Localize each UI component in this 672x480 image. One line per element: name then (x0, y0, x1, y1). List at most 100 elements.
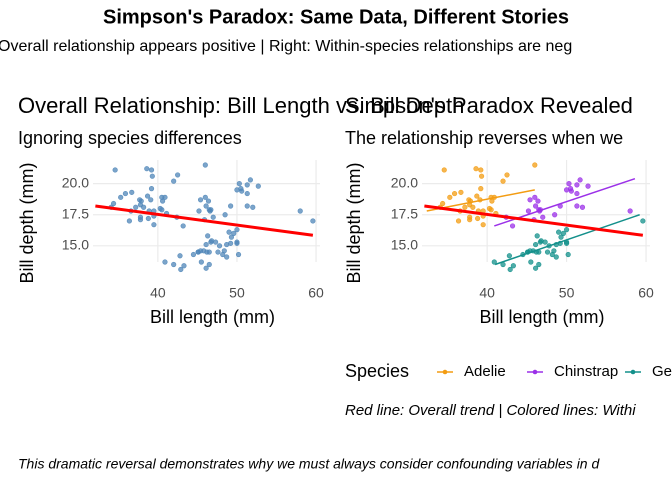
point (239, 188, 245, 194)
point (122, 190, 129, 197)
point (145, 215, 151, 222)
point (507, 266, 513, 273)
x-tick-label: 40 (150, 285, 166, 301)
panel-title: Overall Relationship: Bill Length vs. Bi… (18, 93, 464, 118)
point (527, 197, 533, 203)
point (197, 197, 204, 203)
page-subtitle: Overall relationship appears positive | … (0, 38, 572, 55)
y-tick-label: 15.0 (391, 237, 418, 253)
point (535, 198, 541, 204)
point (640, 218, 646, 224)
point (222, 212, 228, 218)
point (552, 212, 558, 218)
panel-title: Simpson's Paradox Revealed (345, 93, 633, 118)
point (203, 265, 209, 271)
point (162, 194, 168, 200)
trend-line (95, 204, 314, 237)
point (133, 204, 139, 210)
point (224, 254, 230, 260)
point (151, 222, 157, 228)
point (177, 253, 183, 259)
point (255, 183, 261, 189)
point (118, 194, 124, 200)
y-tick-label: 15.0 (62, 237, 89, 253)
panel-caption: Red line: Overall trend | Colored lines:… (345, 402, 636, 419)
point (533, 265, 539, 271)
x-tick-label: 60 (638, 285, 654, 301)
point (568, 188, 574, 194)
point (202, 162, 208, 168)
point (206, 261, 212, 268)
point (478, 186, 484, 192)
point (532, 194, 538, 200)
point (556, 229, 562, 235)
point (549, 251, 555, 258)
point (203, 241, 209, 248)
point (470, 204, 476, 210)
point (180, 223, 186, 229)
legend-label: Gentoo (652, 363, 672, 380)
point (208, 207, 214, 213)
point (553, 254, 559, 260)
point (542, 239, 548, 245)
point (473, 166, 479, 172)
point (467, 214, 473, 220)
point (500, 178, 506, 184)
point (247, 177, 253, 183)
point (455, 218, 462, 224)
point (196, 208, 202, 214)
point (224, 241, 230, 248)
point (138, 198, 144, 204)
trend-line (494, 214, 640, 266)
point (532, 162, 538, 168)
point (441, 167, 447, 173)
point (144, 166, 150, 172)
point (560, 230, 567, 236)
point (205, 198, 212, 204)
point (205, 233, 211, 239)
point (566, 181, 572, 187)
point (506, 253, 512, 259)
point (162, 259, 168, 265)
point (235, 251, 242, 258)
point (195, 249, 201, 255)
y-tick-label: 20.0 (62, 174, 89, 190)
point (627, 208, 633, 214)
point (141, 204, 147, 210)
point (137, 214, 144, 220)
point (144, 193, 151, 199)
y-axis-title: Bill depth (mm) (344, 162, 364, 283)
point (488, 207, 494, 213)
point (171, 178, 177, 184)
point (190, 251, 197, 258)
legend-key (630, 369, 636, 375)
point (226, 229, 232, 235)
y-tick-label: 17.5 (391, 205, 418, 221)
legend-key (532, 369, 538, 375)
point (228, 203, 234, 209)
legend-label: Chinstrap (554, 363, 618, 380)
panel-subtitle: Ignoring species differences (18, 128, 242, 148)
point (202, 194, 208, 200)
point (148, 186, 155, 192)
point (525, 208, 532, 214)
point (574, 182, 580, 188)
point (215, 249, 221, 255)
point (462, 204, 468, 210)
x-axis-title: Bill length (mm) (150, 307, 275, 327)
point (234, 227, 240, 233)
legend-key (442, 369, 448, 375)
point (250, 204, 256, 210)
point (577, 177, 583, 183)
point (203, 203, 209, 209)
point (528, 259, 534, 265)
trend-line (424, 204, 644, 237)
point (244, 190, 250, 197)
point (148, 167, 155, 173)
point (574, 203, 580, 209)
point (149, 173, 155, 179)
point (478, 167, 484, 173)
point (148, 197, 154, 203)
point (451, 190, 458, 197)
point (447, 194, 453, 200)
